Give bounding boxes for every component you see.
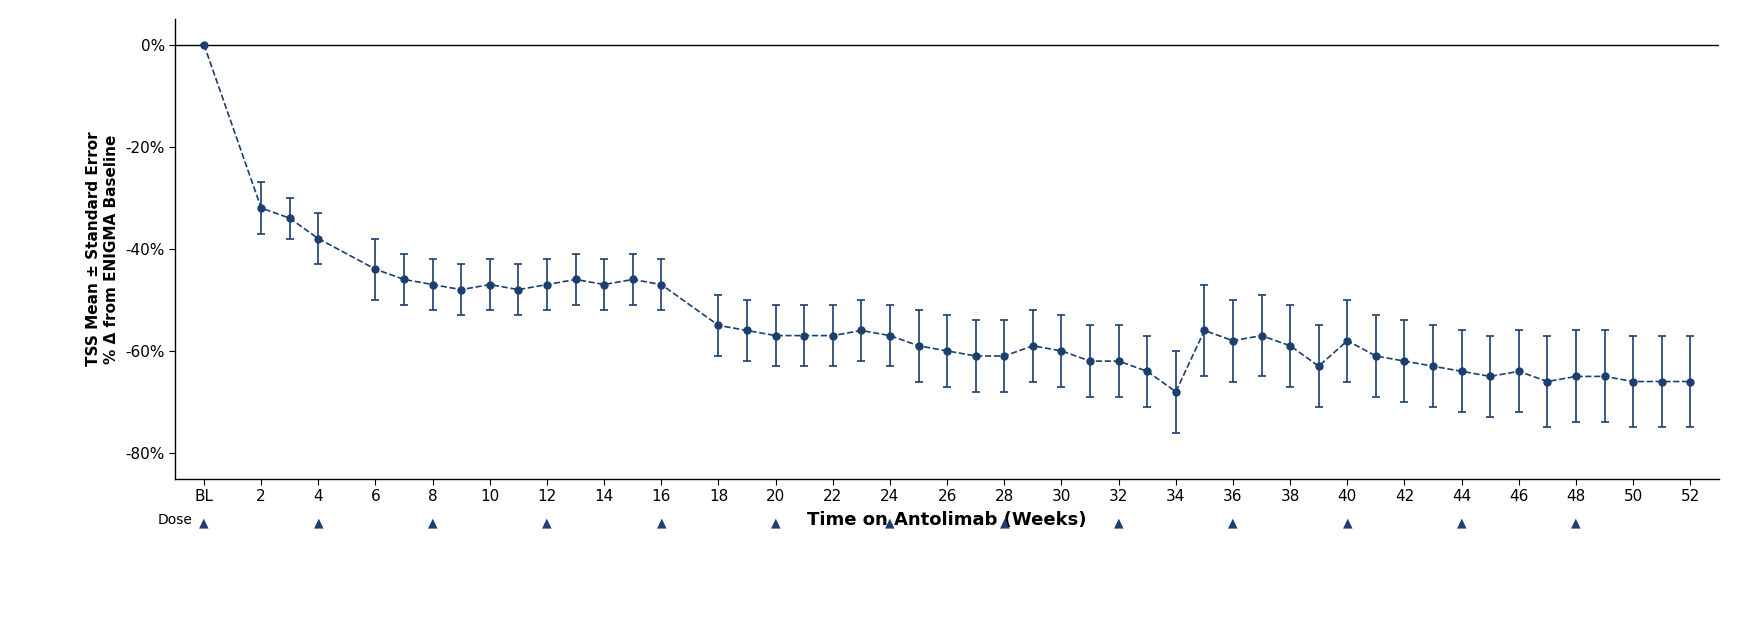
Text: ▲: ▲ xyxy=(428,517,437,530)
X-axis label: Time on Antolimab (Weeks): Time on Antolimab (Weeks) xyxy=(807,511,1087,529)
Text: Dose: Dose xyxy=(158,513,193,527)
Text: ▲: ▲ xyxy=(770,517,781,530)
Text: ▲: ▲ xyxy=(1000,517,1009,530)
Text: ▲: ▲ xyxy=(1228,517,1238,530)
Text: ▲: ▲ xyxy=(542,517,553,530)
Text: ▲: ▲ xyxy=(1114,517,1124,530)
Text: ▲: ▲ xyxy=(1458,517,1466,530)
Text: ▲: ▲ xyxy=(200,517,209,530)
Y-axis label: TSS Mean ± Standard Error
% Δ from ENIGMA Baseline: TSS Mean ± Standard Error % Δ from ENIGM… xyxy=(86,131,119,366)
Text: ▲: ▲ xyxy=(656,517,667,530)
Text: ▲: ▲ xyxy=(314,517,323,530)
Text: ▲: ▲ xyxy=(1572,517,1580,530)
Text: ▲: ▲ xyxy=(1342,517,1352,530)
Text: ▲: ▲ xyxy=(886,517,895,530)
